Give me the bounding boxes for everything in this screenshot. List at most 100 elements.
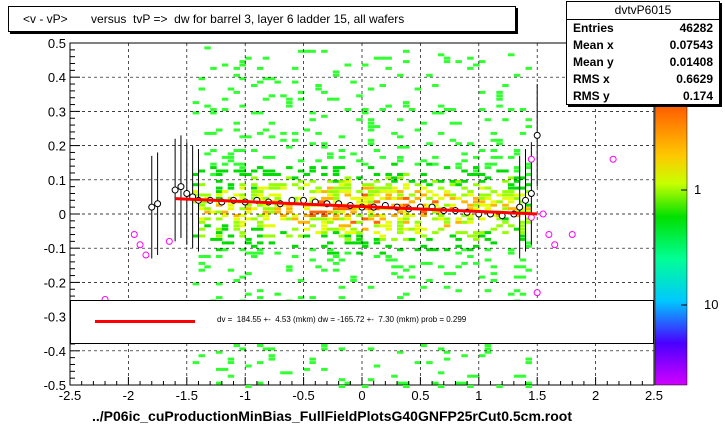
density-cell <box>210 173 217 176</box>
density-cell <box>420 285 427 289</box>
density-cell <box>291 196 299 200</box>
density-cell <box>227 155 235 159</box>
density-cell <box>315 131 322 135</box>
density-cell <box>478 90 486 94</box>
density-cell <box>274 210 281 214</box>
density-cell <box>356 231 363 235</box>
density-cell <box>362 241 369 245</box>
density-cell <box>327 251 334 255</box>
density-cell <box>291 66 299 70</box>
density-cell <box>291 227 299 231</box>
density-cell <box>508 207 515 211</box>
density-cell <box>513 374 521 378</box>
density-cell <box>221 241 229 245</box>
density-cell <box>426 361 433 365</box>
density-cell <box>490 131 497 135</box>
density-cell <box>227 268 235 272</box>
density-cell <box>496 155 503 159</box>
density-cell <box>216 255 223 258</box>
density-cell <box>321 367 328 371</box>
density-cell <box>344 251 351 255</box>
density-cell <box>362 111 369 115</box>
density-cell <box>216 381 223 385</box>
density-cell <box>239 193 246 197</box>
density-cell <box>245 237 252 241</box>
density-cell <box>309 166 316 170</box>
density-cell <box>356 241 363 245</box>
density-cell <box>443 272 451 276</box>
density-cell <box>391 190 398 194</box>
density-cell <box>443 285 451 289</box>
density-cell <box>496 97 503 101</box>
density-cell <box>338 186 346 190</box>
density-cell <box>356 159 363 163</box>
density-cell <box>519 207 527 211</box>
density-cell <box>519 265 527 269</box>
density-cell <box>455 381 462 385</box>
density-cell <box>379 155 386 159</box>
density-cell <box>490 138 497 142</box>
x-tick-label: 2.5 <box>645 388 663 403</box>
density-cell <box>362 217 369 221</box>
density-cell <box>367 118 375 122</box>
density-cell <box>397 155 404 159</box>
density-cell <box>262 234 270 238</box>
density-cell <box>256 344 264 347</box>
density-cell <box>239 214 246 217</box>
density-cell <box>508 200 515 204</box>
density-cell <box>245 210 252 214</box>
density-cell <box>291 200 299 204</box>
density-cell <box>414 128 422 132</box>
density-cell <box>508 251 515 255</box>
density-cell <box>473 200 480 204</box>
density-cell <box>350 231 357 235</box>
density-cell <box>210 108 217 111</box>
density-cell <box>216 128 223 132</box>
density-cell <box>321 344 328 347</box>
density-cell <box>262 214 270 217</box>
density-cell <box>344 190 351 194</box>
density-cell <box>513 289 521 293</box>
density-cell <box>502 84 509 87</box>
density-cell <box>525 241 532 245</box>
density-cell <box>467 385 474 388</box>
density-cell <box>402 214 410 217</box>
density-cell <box>402 60 410 64</box>
density-cell <box>461 193 468 197</box>
y-tick-label: -0.3 <box>44 310 66 325</box>
density-cell <box>251 183 258 187</box>
density-cell <box>198 255 205 258</box>
density-cell <box>239 149 246 152</box>
density-cell <box>490 272 497 276</box>
density-cell <box>379 196 386 200</box>
density-cell <box>233 344 240 347</box>
density-cell <box>490 162 497 166</box>
density-cell <box>338 234 346 238</box>
density-cell <box>490 155 497 159</box>
density-cell <box>379 56 386 60</box>
density-cell <box>467 193 474 197</box>
density-cell <box>379 190 386 194</box>
density-cell <box>332 251 340 255</box>
density-cell <box>274 292 281 296</box>
density-cell <box>262 173 270 176</box>
density-cell <box>303 227 311 231</box>
density-cell <box>402 268 410 272</box>
density-cell <box>227 361 235 365</box>
density-cell <box>473 196 480 200</box>
density-cell <box>303 214 311 217</box>
density-cell <box>332 97 340 101</box>
density-cell <box>473 261 480 265</box>
density-cell <box>332 166 340 170</box>
density-cell <box>420 261 427 265</box>
density-cell <box>204 224 211 228</box>
density-cell <box>496 104 503 108</box>
density-cell <box>525 381 532 385</box>
density-cell <box>373 241 381 245</box>
outlier-point <box>527 155 535 163</box>
density-cell <box>262 217 270 221</box>
density-cell <box>508 193 515 197</box>
density-cell <box>315 210 322 214</box>
outlier-point <box>568 231 576 239</box>
density-cell <box>397 248 404 252</box>
